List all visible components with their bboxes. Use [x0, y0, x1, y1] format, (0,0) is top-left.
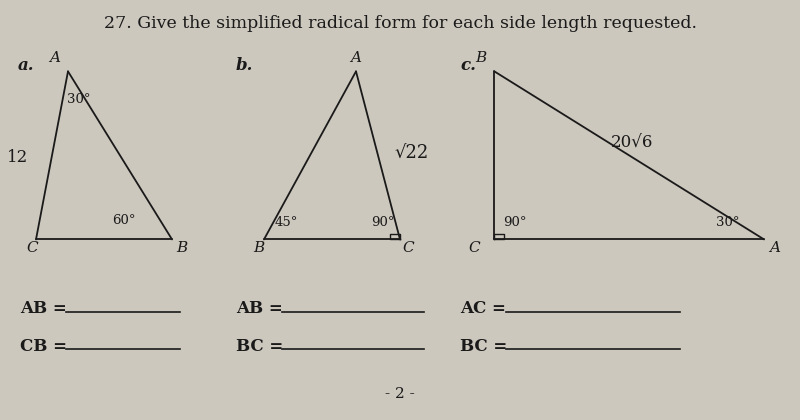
Text: 60°: 60° [112, 214, 136, 227]
Text: BC =: BC = [236, 338, 283, 355]
Text: 45°: 45° [274, 216, 298, 229]
Text: 30°: 30° [66, 94, 90, 106]
Text: 12: 12 [7, 149, 28, 166]
Text: BC =: BC = [460, 338, 507, 355]
Text: 27. Give the simplified radical form for each side length requested.: 27. Give the simplified radical form for… [103, 15, 697, 32]
Text: 90°: 90° [503, 216, 527, 229]
Text: AB =: AB = [20, 300, 66, 317]
Text: a.: a. [18, 57, 34, 74]
Text: C: C [26, 241, 38, 255]
Text: B: B [253, 241, 264, 255]
Text: c.: c. [460, 57, 476, 74]
Text: - 2 -: - 2 - [385, 387, 415, 401]
Text: A: A [350, 51, 362, 65]
Text: AC =: AC = [460, 300, 506, 317]
Text: C: C [402, 241, 414, 255]
Text: AB =: AB = [236, 300, 282, 317]
Text: B: B [475, 51, 486, 65]
Text: 90°: 90° [370, 216, 394, 229]
Text: b.: b. [236, 57, 254, 74]
Text: C: C [468, 241, 480, 255]
Text: A: A [770, 241, 781, 255]
Text: A: A [49, 51, 60, 65]
Text: 20√6: 20√6 [611, 134, 653, 151]
Text: CB =: CB = [20, 338, 67, 355]
Text: √22: √22 [395, 144, 429, 162]
Text: B: B [176, 241, 187, 255]
Text: 30°: 30° [716, 216, 740, 229]
